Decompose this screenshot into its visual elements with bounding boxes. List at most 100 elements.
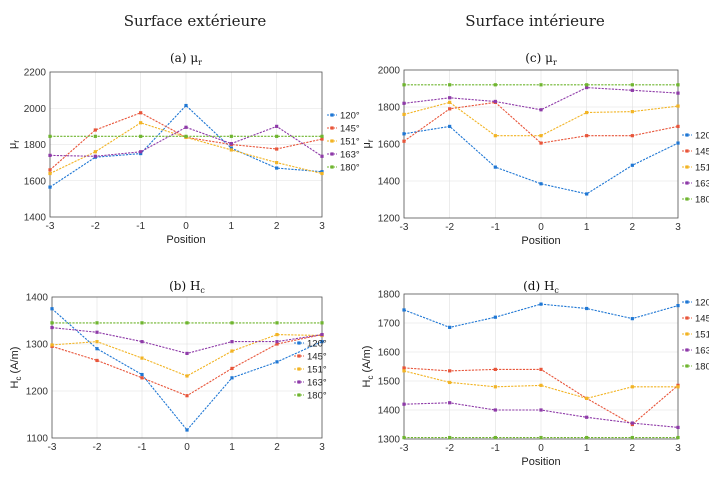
data-point [185,374,189,378]
data-point [539,141,543,145]
y-tick-label: 1300 [378,435,401,446]
data-point [230,321,234,325]
data-point [95,330,99,334]
legend-label: 163° [340,149,360,160]
data-point [320,134,324,138]
legend-label: 180° [307,390,327,401]
data-point [50,325,54,330]
y-tick-label: 1600 [378,348,401,359]
y-tick-label: 2200 [24,68,47,79]
data-point [630,88,634,92]
data-point [320,170,324,174]
data-point [402,83,406,87]
chart-panel-d: -3 -2 -1 0 1 2 3 1300 1400 1500 1600 1700 1800 Positi… [361,279,709,468]
y-tick-label: 1800 [378,290,401,301]
y-tick-label: 1600 [378,140,401,151]
panel-title-b: (b) Hc [169,279,205,295]
data-point [585,85,589,90]
data-point [140,321,144,325]
panel-title-a: (a) μr [170,51,202,67]
data-point [140,376,144,380]
data-point [320,154,324,158]
data-point [539,408,543,412]
x-tick-label: -2 [445,222,454,233]
data-point [493,99,497,104]
legend-label: 120° [340,110,360,121]
data-point [493,435,497,440]
chart-panels: -3 -2 -1 0 1 2 314001600180020002200Positionμr… [7,51,709,468]
legend-label: 151° [695,329,709,340]
legend-label: 120° [695,130,709,141]
x-tick-label: 1 [229,442,235,453]
data-point [140,340,144,344]
data-point [50,343,54,347]
chart-panel-c: -3 -2 -1 0 1 2 3 1200 1400 1600 1800 2000 Position μr… [361,51,709,247]
y-tick-label: 2000 [378,66,401,77]
x-tick-label: -3 [400,222,409,233]
chart-panel-a: -3 -2 -1 0 1 2 3 1400 1600 1800 2000 2200 Position μr… [7,51,360,246]
panel-title-c: (c) μr [525,51,557,67]
x-tick-label: -1 [138,442,147,453]
y-axis-label-d: Hc (A/m) [361,346,375,388]
data-point [448,325,452,329]
legend-marker [297,393,301,397]
panel-title-d: (d) Hc [523,279,559,295]
legend-marker [685,364,689,368]
data-point [139,134,143,138]
data-point [50,307,54,311]
data-point [448,83,452,87]
data-point [539,134,543,138]
data-point [448,96,452,100]
data-point [275,360,279,364]
y-tick-label: 1400 [24,213,47,224]
data-point [585,415,589,419]
x-tick-label: 3 [319,442,325,453]
data-point [448,369,452,373]
data-point [48,168,52,172]
y-tick-label: 1700 [378,319,401,330]
y-tick-label: 1400 [26,293,49,304]
data-point [229,134,233,138]
data-point [448,124,452,129]
data-point [448,107,452,111]
data-point [676,141,680,145]
data-point [539,83,543,87]
x-tick-label: -1 [491,222,500,233]
legend-marker [330,152,334,156]
data-point [320,171,324,176]
data-point [630,134,634,138]
data-point [630,435,634,440]
data-point [676,385,680,389]
data-point [320,137,324,141]
data-point [402,101,406,105]
x-tick-label: 3 [675,443,681,454]
data-point [585,435,589,440]
legend-label: 120° [695,297,709,308]
data-point [140,372,144,377]
y-tick-label: 1600 [24,176,47,187]
y-tick-label: 2000 [24,104,47,115]
x-tick-label: 2 [630,222,636,233]
data-point [493,83,497,87]
data-point [93,154,97,158]
legend-label: 163° [307,377,327,388]
data-point [139,111,143,115]
data-point [48,153,52,157]
data-point [93,150,97,154]
data-point [493,367,497,371]
legend-marker [685,300,689,304]
data-point [184,125,188,129]
y-tick-label: 1300 [26,340,49,351]
data-point [402,308,406,312]
data-point [493,385,497,389]
column-header-exterior: Surface extérieure [124,12,267,30]
x-tick-label: 1 [584,443,590,454]
data-point [275,124,279,128]
data-point [448,401,452,405]
legend-label: 151° [340,136,360,147]
column-header-interior: Surface intérieure [465,12,605,30]
data-point [539,108,543,112]
data-point [50,321,54,325]
data-point [185,321,189,325]
data-point [493,165,497,169]
